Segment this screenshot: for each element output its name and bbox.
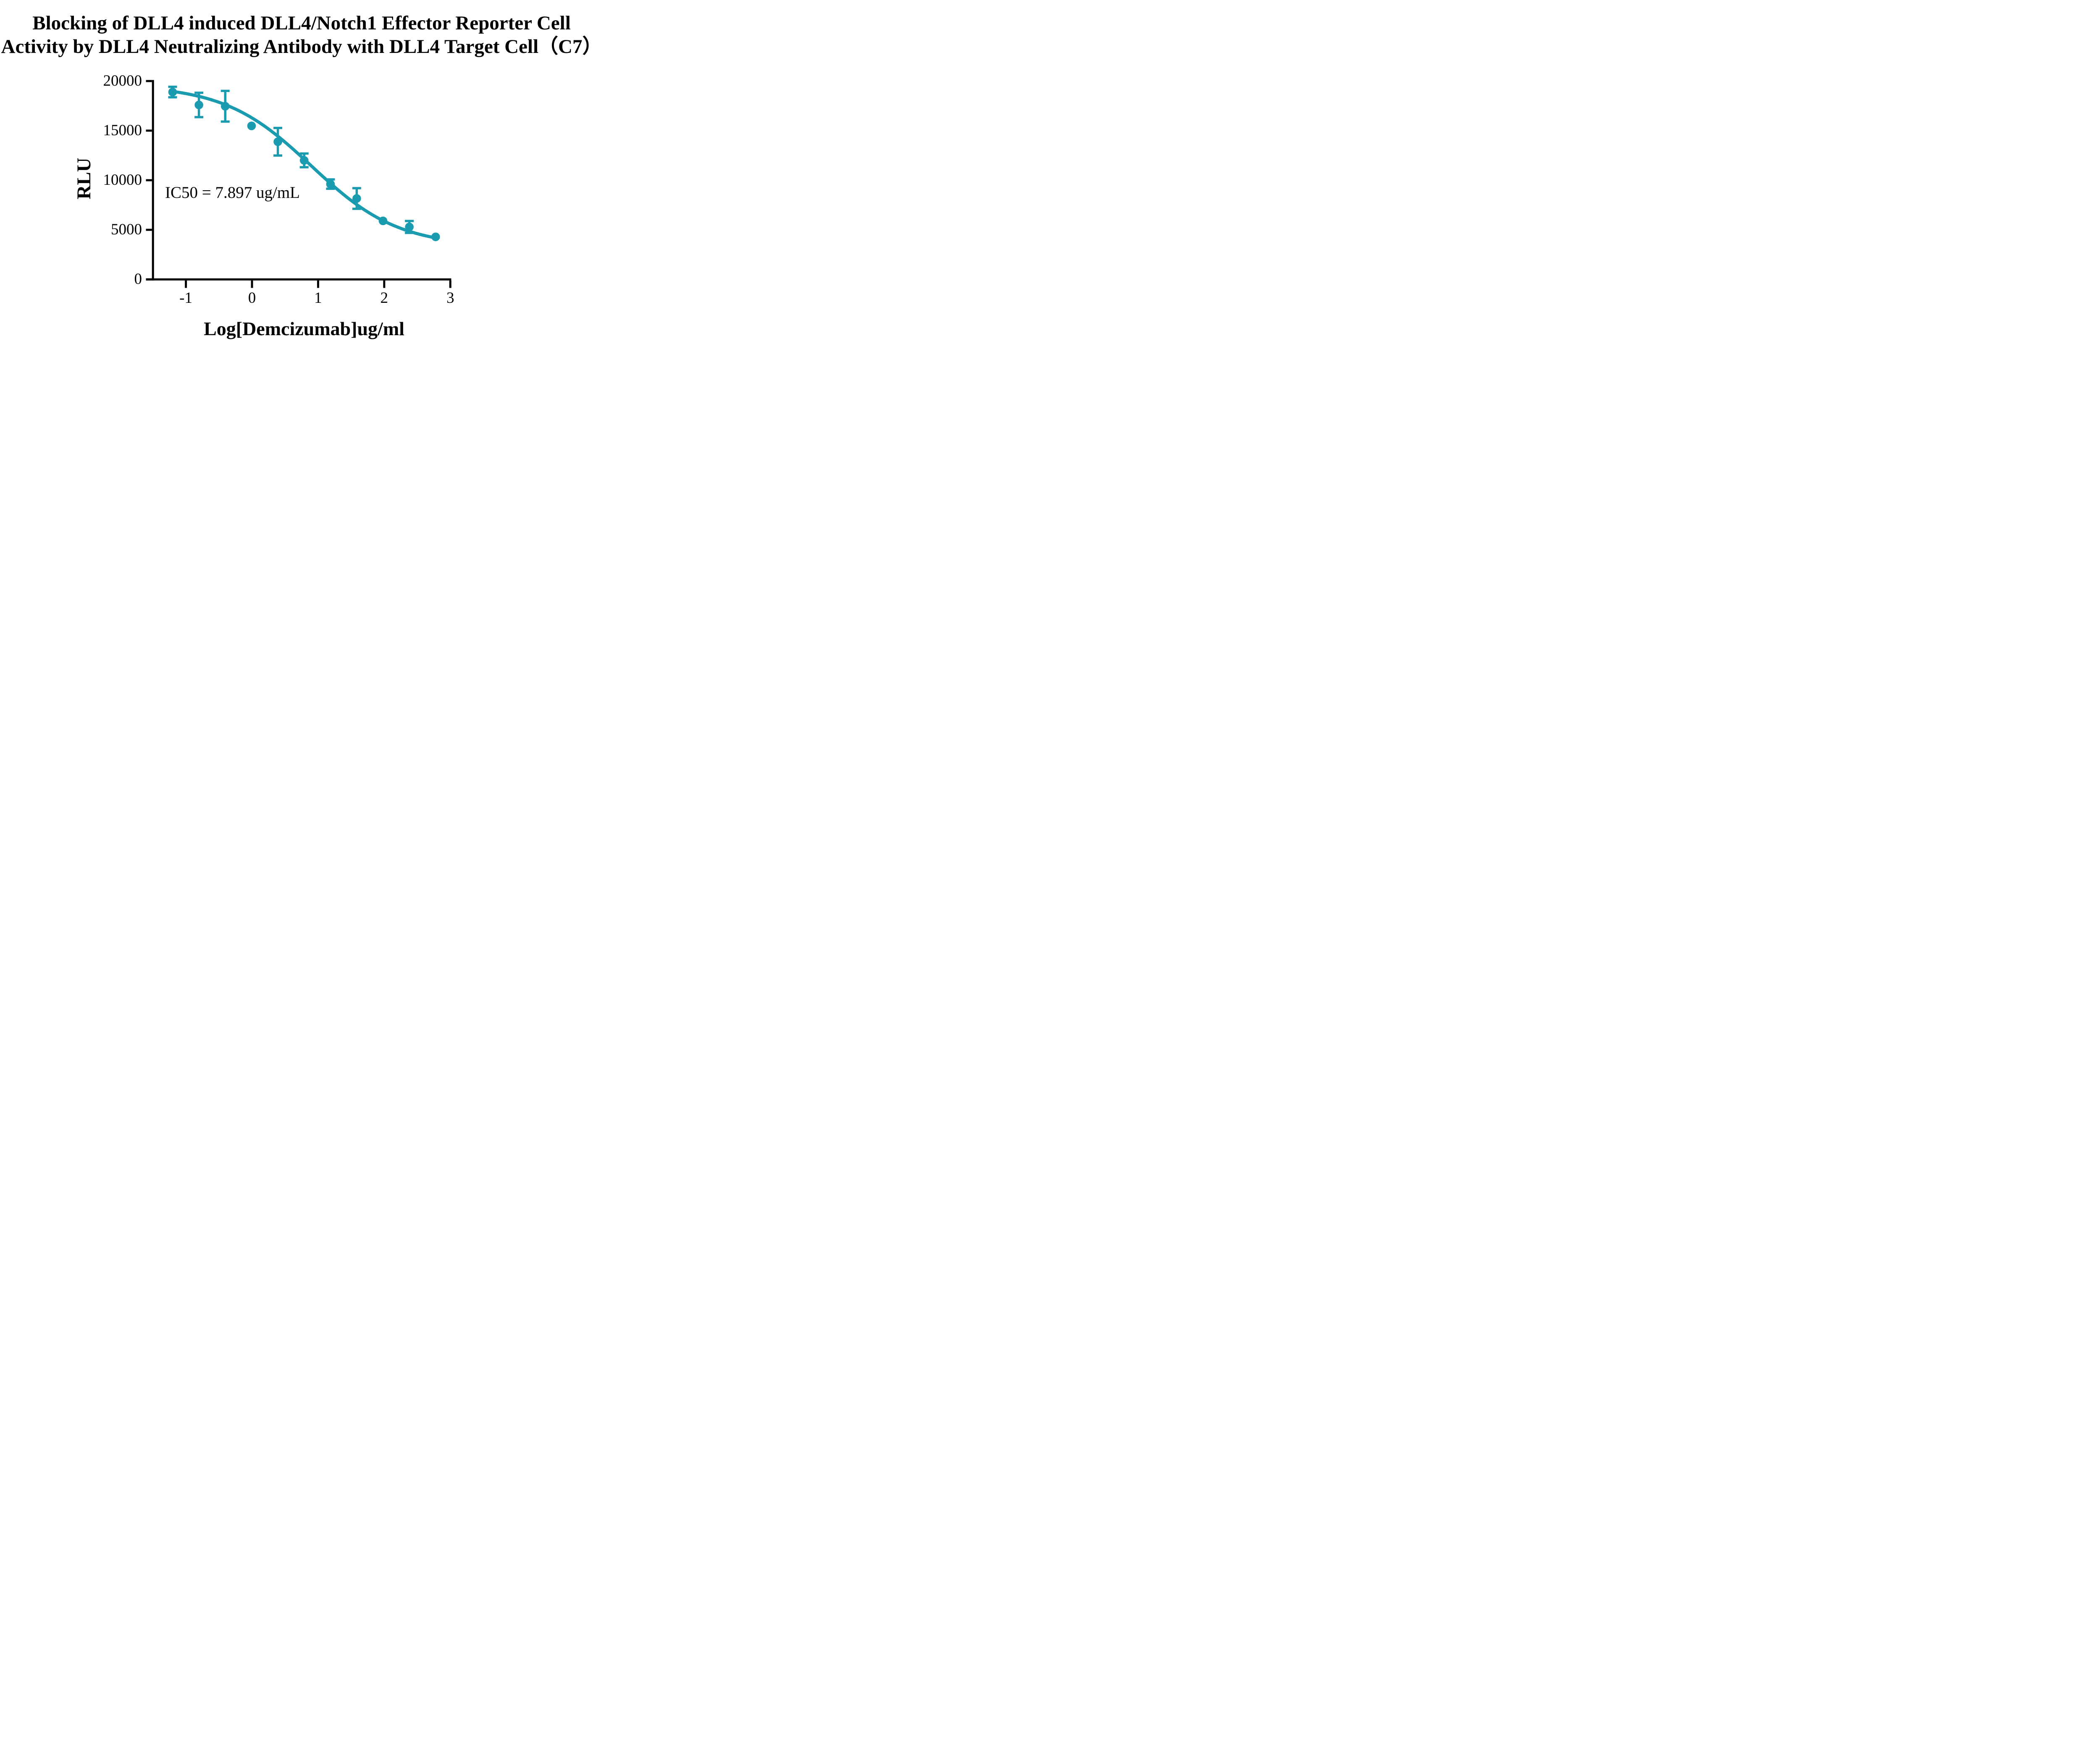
data-point xyxy=(247,121,256,130)
data-point xyxy=(326,179,335,189)
data-point xyxy=(378,216,388,226)
x-tick-label: 3 xyxy=(446,289,454,307)
plot-area xyxy=(146,80,452,288)
y-tick-label: 10000 xyxy=(103,171,142,189)
data-point xyxy=(168,87,177,97)
chart-figure: Blocking of DLL4 induced DLL4/Notch1 Eff… xyxy=(0,0,603,351)
y-tick-label: 20000 xyxy=(103,72,142,89)
data-point xyxy=(352,194,361,203)
ic50-annotation: IC50 = 7.897 ug/mL xyxy=(165,184,300,202)
y-tick-label: 5000 xyxy=(111,221,142,239)
data-point xyxy=(431,232,440,242)
x-tick-label: -1 xyxy=(179,289,192,307)
chart-title-line1: Blocking of DLL4 induced DLL4/Notch1 Eff… xyxy=(32,12,571,34)
y-tick-label: 0 xyxy=(134,270,142,288)
data-point xyxy=(273,137,282,146)
x-tick-label: 0 xyxy=(248,289,256,307)
data-point xyxy=(220,102,230,111)
chart-title: Blocking of DLL4 induced DLL4/Notch1 Eff… xyxy=(0,11,603,58)
chart-title-line2: Activity by DLL4 Neutralizing Antibody w… xyxy=(1,36,602,58)
y-tick-label: 15000 xyxy=(103,122,142,139)
data-point xyxy=(405,222,414,231)
data-point xyxy=(194,100,203,110)
x-tick-label: 2 xyxy=(380,289,388,307)
x-tick-label: 1 xyxy=(314,289,322,307)
data-point xyxy=(299,156,309,165)
x-axis-label: Log[Demcizumab]ug/ml xyxy=(204,318,404,339)
